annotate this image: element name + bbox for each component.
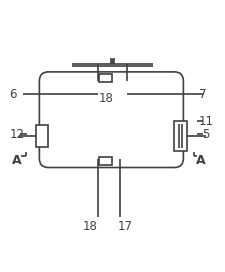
- Bar: [99, 157, 112, 165]
- Text: 12: 12: [9, 128, 24, 141]
- Text: 5: 5: [202, 128, 209, 141]
- FancyBboxPatch shape: [39, 72, 183, 168]
- Text: 18: 18: [98, 92, 113, 105]
- Text: 18: 18: [83, 220, 97, 233]
- Text: A: A: [196, 154, 205, 167]
- Bar: [36, 125, 48, 147]
- Bar: [174, 121, 187, 151]
- Text: 7: 7: [199, 88, 206, 101]
- Text: 6: 6: [9, 88, 16, 101]
- Text: 17: 17: [117, 220, 132, 233]
- Bar: [99, 74, 112, 82]
- Text: A: A: [12, 154, 22, 167]
- Text: 11: 11: [198, 115, 213, 128]
